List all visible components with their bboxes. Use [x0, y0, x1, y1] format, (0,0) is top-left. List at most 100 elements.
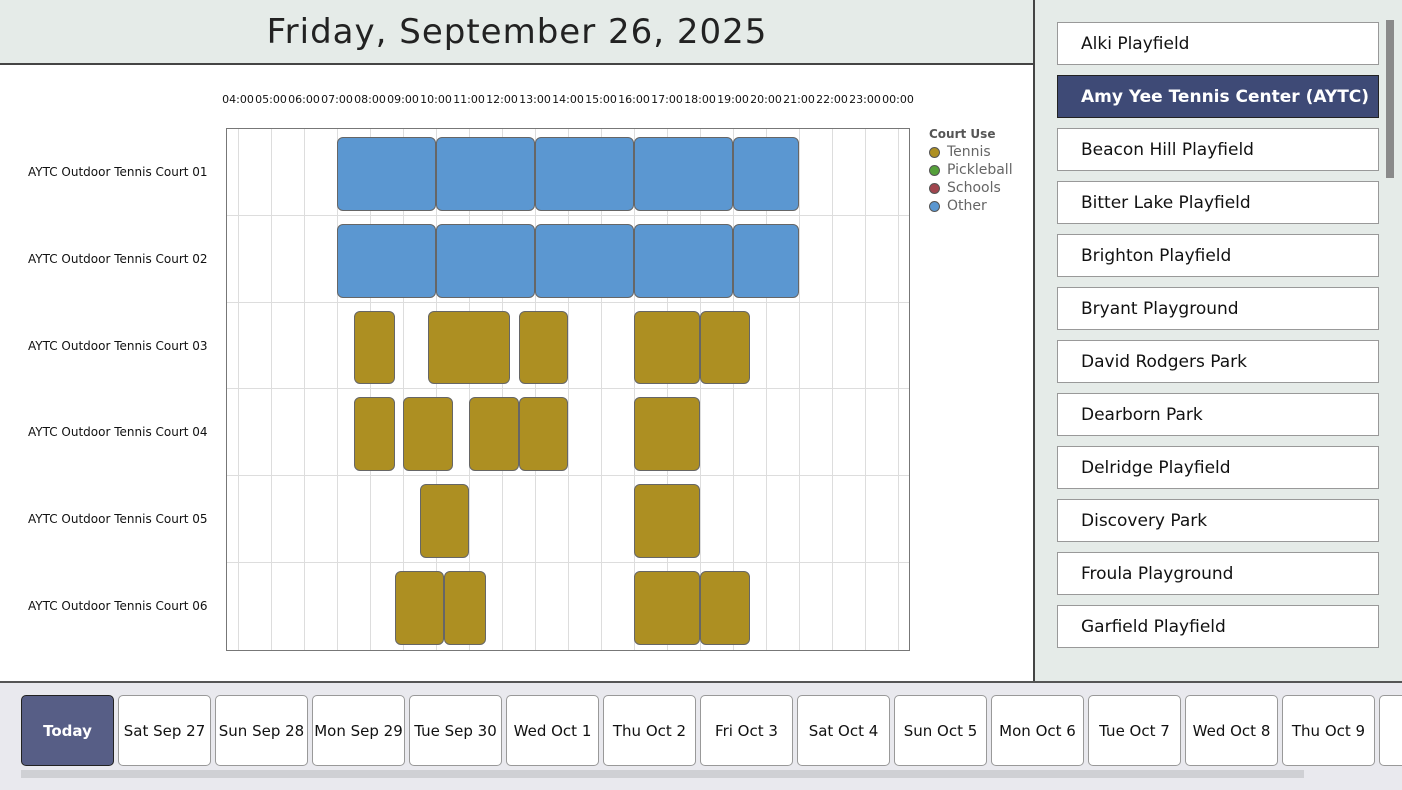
- booking-block[interactable]: [518, 397, 568, 472]
- legend-dot-icon: [929, 200, 940, 212]
- court-label: AYTC Outdoor Tennis Court 03: [28, 338, 208, 353]
- booking-block[interactable]: [634, 397, 700, 472]
- x-tick-label: 20:00: [750, 93, 782, 106]
- day-button[interactable]: Wed Oct 1: [506, 695, 599, 766]
- x-tick-label: 12:00: [486, 93, 518, 106]
- day-button[interactable]: Tue Oct 7: [1088, 695, 1181, 766]
- booking-block[interactable]: [634, 571, 700, 645]
- booking-block[interactable]: [353, 310, 395, 385]
- day-button[interactable]: Wed Oct 8: [1185, 695, 1278, 766]
- gridline-vertical: [370, 129, 371, 650]
- x-tick-label: 14:00: [552, 93, 584, 106]
- booking-block[interactable]: [634, 223, 733, 298]
- facility-item[interactable]: Brighton Playfield: [1057, 234, 1379, 277]
- legend: Court Use Tennis Pickleball Schools Other: [929, 127, 1013, 215]
- booking-block[interactable]: [535, 223, 634, 298]
- gridline-vertical: [337, 129, 338, 650]
- sidebar-scrollbar[interactable]: [1386, 20, 1394, 178]
- booking-block[interactable]: [700, 310, 750, 385]
- day-button[interactable]: Thu Oct 2: [603, 695, 696, 766]
- x-tick-label: 19:00: [717, 93, 749, 106]
- court-label: AYTC Outdoor Tennis Court 04: [28, 425, 208, 440]
- booking-block[interactable]: [469, 397, 519, 472]
- page-title: Friday, September 26, 2025: [266, 11, 768, 52]
- booking-block[interactable]: [436, 137, 535, 211]
- court-label: AYTC Outdoor Tennis Court 02: [28, 251, 208, 266]
- x-tick-label: 22:00: [816, 93, 848, 106]
- gridline-horizontal: [227, 562, 909, 563]
- day-button[interactable]: [1379, 695, 1402, 766]
- gridline-vertical: [766, 129, 767, 650]
- booking-block[interactable]: [427, 310, 511, 385]
- booking-block[interactable]: [403, 397, 453, 472]
- schedule-chart: 04:00 05:00 06:00 07:00 08:00 09:00 10:00 11:00…: [0, 66, 1034, 682]
- facility-item[interactable]: David Rodgers Park: [1057, 340, 1379, 383]
- gridline-horizontal: [227, 301, 909, 303]
- facility-item[interactable]: Beacon Hill Playfield: [1057, 128, 1379, 171]
- booking-block[interactable]: [518, 310, 568, 385]
- divider: [1033, 0, 1035, 682]
- booking-block[interactable]: [337, 223, 436, 298]
- day-button[interactable]: Sat Oct 4: [797, 695, 890, 766]
- day-button[interactable]: Sun Oct 5: [894, 695, 987, 766]
- booking-block[interactable]: [436, 223, 535, 298]
- booking-block[interactable]: [535, 137, 634, 211]
- facility-item[interactable]: Dearborn Park: [1057, 393, 1379, 436]
- day-button[interactable]: Thu Oct 9: [1282, 695, 1375, 766]
- facility-item[interactable]: Bryant Playground: [1057, 287, 1379, 330]
- gridline-vertical: [700, 129, 701, 650]
- x-tick-label: 08:00: [354, 93, 386, 106]
- booking-block[interactable]: [444, 571, 486, 645]
- legend-item-other: Other: [929, 197, 1013, 215]
- legend-label: Other: [947, 198, 987, 214]
- day-button[interactable]: Mon Oct 6: [991, 695, 1084, 766]
- day-button[interactable]: Sun Sep 28: [215, 695, 308, 766]
- x-tick-label: 21:00: [783, 93, 815, 106]
- day-button[interactable]: Sat Sep 27: [118, 695, 211, 766]
- x-tick-label: 05:00: [255, 93, 287, 106]
- facility-item[interactable]: Delridge Playfield: [1057, 446, 1379, 489]
- booking-block[interactable]: [634, 310, 700, 385]
- facility-item[interactable]: Discovery Park: [1057, 499, 1379, 542]
- facility-item[interactable]: Amy Yee Tennis Center (AYTC): [1057, 75, 1379, 118]
- x-tick-label: 15:00: [585, 93, 617, 106]
- legend-label: Pickleball: [947, 162, 1013, 178]
- legend-label: Tennis: [947, 144, 991, 160]
- facility-item[interactable]: Garfield Playfield: [1057, 605, 1379, 648]
- booking-block[interactable]: [337, 137, 436, 211]
- legend-item-schools: Schools: [929, 179, 1013, 197]
- booking-block[interactable]: [353, 397, 395, 472]
- gridline-vertical: [436, 129, 437, 650]
- day-button[interactable]: Fri Oct 3: [700, 695, 793, 766]
- booking-block[interactable]: [634, 137, 733, 211]
- booking-block[interactable]: [634, 484, 700, 558]
- x-tick-label: 10:00: [420, 93, 452, 106]
- booking-block[interactable]: [419, 484, 469, 558]
- court-label: AYTC Outdoor Tennis Court 05: [28, 512, 208, 527]
- day-button[interactable]: Tue Sep 30: [409, 695, 502, 766]
- facility-item[interactable]: Froula Playground: [1057, 552, 1379, 595]
- chart-plot-area: [226, 128, 910, 651]
- x-tick-label: 04:00: [222, 93, 254, 106]
- legend-item-pickleball: Pickleball: [929, 161, 1013, 179]
- x-tick-label: 23:00: [849, 93, 881, 106]
- gridline-vertical: [799, 129, 800, 650]
- day-button[interactable]: Mon Sep 29: [312, 695, 405, 766]
- legend-label: Schools: [947, 180, 1001, 196]
- booking-block[interactable]: [733, 137, 799, 211]
- today-button[interactable]: Today: [21, 695, 114, 766]
- facility-item[interactable]: Bitter Lake Playfield: [1057, 181, 1379, 224]
- date-header: Friday, September 26, 2025: [0, 0, 1034, 65]
- legend-dot-icon: [929, 146, 940, 158]
- gridline-horizontal: [227, 475, 909, 477]
- gridline-vertical: [238, 129, 239, 650]
- booking-block[interactable]: [394, 571, 445, 645]
- gridline-vertical: [535, 129, 536, 650]
- day-selector: Today Sat Sep 27 Sun Sep 28 Mon Sep 29 Tue S…: [0, 681, 1402, 790]
- gridline-horizontal: [227, 388, 909, 390]
- booking-block[interactable]: [733, 223, 799, 298]
- day-scrollbar[interactable]: [21, 770, 1304, 778]
- facility-item[interactable]: Alki Playfield: [1057, 22, 1379, 65]
- gridline-vertical: [469, 129, 470, 650]
- booking-block[interactable]: [700, 571, 750, 645]
